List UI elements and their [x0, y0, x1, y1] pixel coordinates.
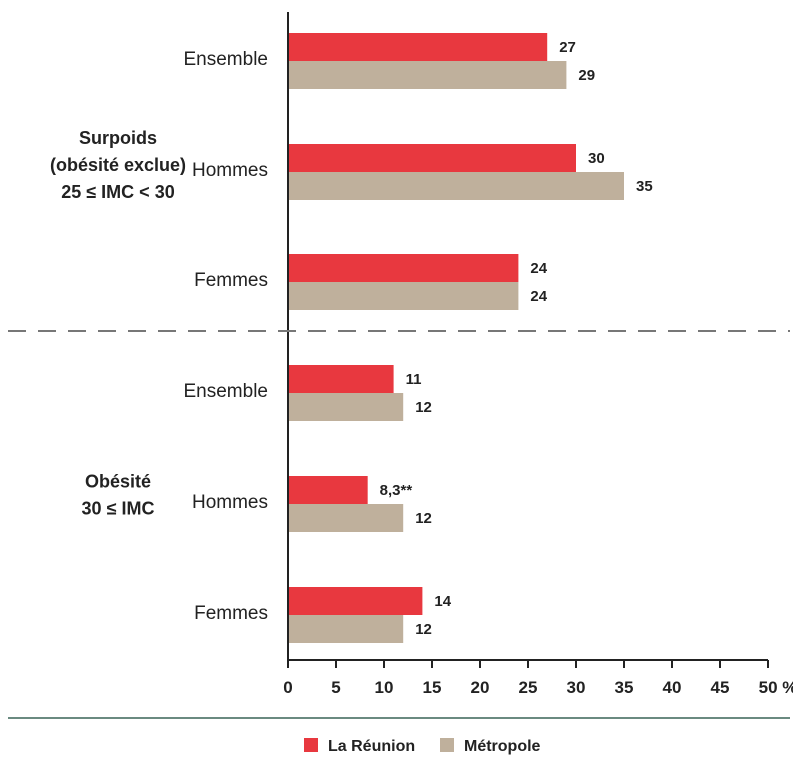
category-label: Femmes	[194, 603, 268, 624]
x-tick-label: 30	[567, 678, 586, 697]
bar	[288, 144, 576, 172]
legend: La Réunion Métropole	[304, 738, 541, 755]
legend-label: La Réunion	[328, 738, 415, 755]
x-tick-label: 20	[471, 678, 490, 697]
data-label: 12	[415, 399, 432, 416]
bar	[288, 365, 394, 393]
data-label: 29	[578, 67, 595, 84]
group-label: 30 ≤ IMC	[82, 499, 155, 519]
x-tick-label: 50 %	[759, 678, 793, 697]
group-label: Surpoids	[79, 128, 157, 148]
bar	[288, 393, 404, 421]
x-tick-label: 5	[331, 678, 340, 697]
category-label: Ensemble	[184, 381, 269, 402]
data-label: 35	[636, 178, 653, 195]
bar	[288, 282, 519, 310]
data-label: 24	[530, 288, 547, 305]
bar	[288, 33, 548, 61]
data-label: 12	[415, 510, 432, 527]
legend-label: Métropole	[464, 738, 541, 755]
category-label: Hommes	[192, 492, 268, 513]
data-label: 12	[415, 621, 432, 638]
x-tick-label: 45	[711, 678, 730, 697]
group-label: (obésité exclue)	[50, 155, 186, 175]
x-ticks-layer: 0 5 10 15 20 25 30 35 40 45 50 %	[283, 660, 793, 697]
legend-swatch	[440, 738, 454, 752]
bar	[288, 61, 567, 89]
category-label: Ensemble	[184, 49, 269, 70]
bars-layer	[288, 33, 624, 643]
legend-swatch	[304, 738, 318, 752]
x-tick-label: 35	[615, 678, 634, 697]
group-label: 25 ≤ IMC < 30	[61, 182, 174, 202]
x-tick-label: 15	[423, 678, 442, 697]
bar	[288, 476, 368, 504]
x-tick-label: 0	[283, 678, 292, 697]
group-label: Obésité	[85, 472, 151, 492]
x-tick-label: 10	[375, 678, 394, 697]
data-label: 8,3**	[380, 482, 413, 499]
bar	[288, 587, 423, 615]
category-label: Femmes	[194, 270, 268, 291]
category-label: Hommes	[192, 160, 268, 181]
bar	[288, 504, 404, 532]
bar	[288, 615, 404, 643]
x-tick-label: 40	[663, 678, 682, 697]
x-tick-label: 25	[519, 678, 538, 697]
data-label: 24	[530, 260, 547, 277]
data-label: 14	[434, 593, 451, 610]
data-label: 11	[406, 371, 422, 388]
bar	[288, 254, 519, 282]
data-label: 30	[588, 150, 605, 167]
bar	[288, 172, 624, 200]
data-label: 27	[559, 39, 576, 56]
